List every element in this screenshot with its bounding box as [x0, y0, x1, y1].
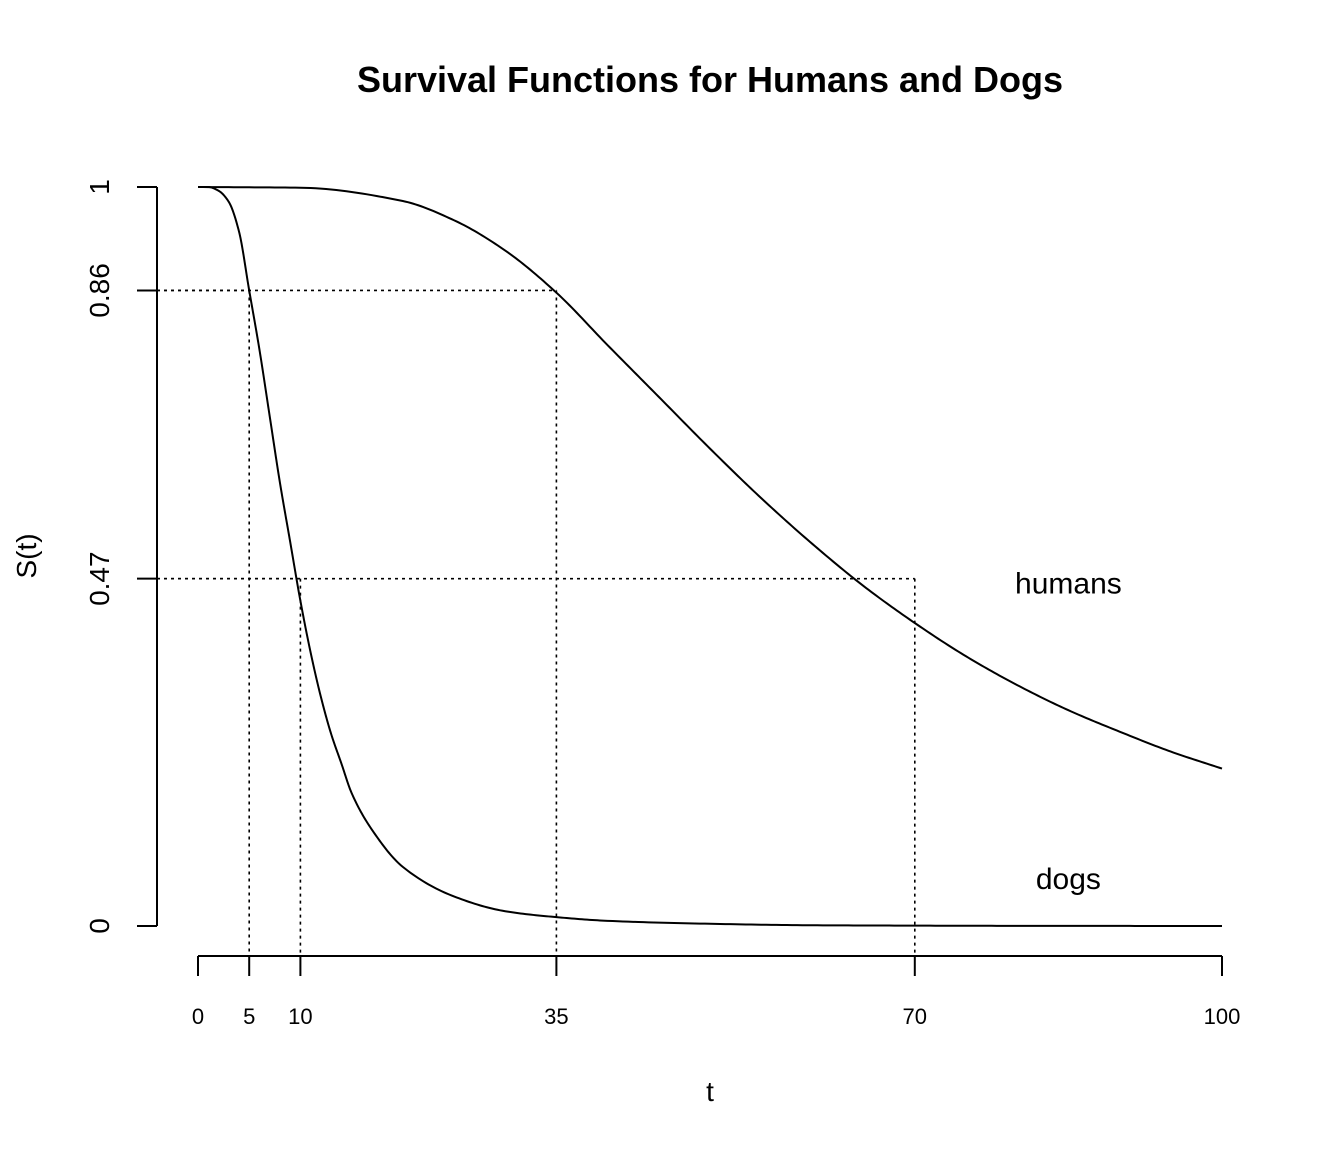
annotation-dogs: dogs [1036, 863, 1101, 896]
x-tick-label: 100 [1204, 1004, 1241, 1029]
curve-annotations: humans dogs [1015, 567, 1122, 896]
curve-dogs [198, 186, 1222, 927]
x-tick-label: 5 [243, 1004, 255, 1029]
y-axis-label: S(t) [11, 533, 42, 578]
x-axis: 0 5 10 35 70 100 [192, 955, 1241, 1029]
y-tick-label: 0 [84, 918, 115, 934]
annotation-humans: humans [1015, 567, 1122, 600]
x-tick-label: 10 [288, 1004, 312, 1029]
y-tick-label: 1 [84, 179, 115, 195]
curve-humans [197, 186, 1223, 770]
x-tick-label: 0 [192, 1004, 204, 1029]
x-tick-label: 70 [903, 1004, 927, 1029]
curves [197, 186, 1223, 927]
x-axis-label: t [706, 1076, 714, 1107]
y-axis: 0 0.47 0.86 1 [84, 179, 158, 934]
chart-title: Survival Functions for Humans and Dogs [357, 59, 1063, 100]
x-tick-label: 35 [544, 1004, 568, 1029]
y-tick-label: 0.47 [84, 551, 115, 606]
y-tick-label: 0.86 [84, 263, 115, 318]
reference-guides [157, 289, 916, 956]
